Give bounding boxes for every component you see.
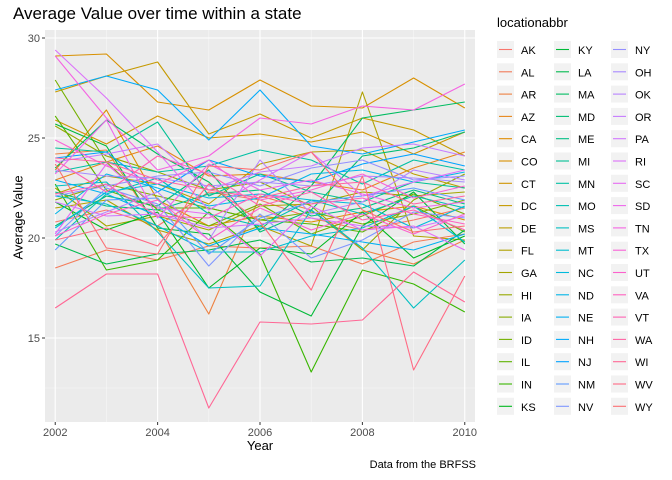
series-line-mo [54,177,465,241]
legend-title: locationabbr [497,15,568,30]
legend-label-il: IL [521,357,530,369]
series-line-ks [54,201,466,289]
x-tick-label: 2010 [453,427,477,439]
chart-title: Average Value over time within a state [13,4,302,23]
legend-label-nj: NJ [578,357,591,369]
legend-label-sd: SD [635,201,650,213]
legend-label-ok: OK [635,90,652,102]
legend-label-mo: MO [578,201,596,213]
legend-label-pa: PA [635,134,650,146]
series-line-ca [54,109,465,227]
x-tick-label: 2006 [248,427,272,439]
series-line-vt [54,155,466,231]
legend-label-ct: CT [521,179,536,191]
series-line-sd [54,119,465,219]
x-tick-label: 2008 [350,427,374,439]
series-line-ok [54,159,465,241]
x-tick-label: 2002 [43,427,67,439]
series-line-ar [55,149,466,315]
series-line-ut [54,199,466,241]
series-line-nm [54,187,465,255]
legend-label-al: AL [521,67,534,79]
y-tick-label: 20 [28,233,40,245]
legend-label-tn: TN [635,223,650,235]
series-line-ri [54,49,465,211]
series-line-oh [55,169,465,187]
legend-label-wv: WV [635,380,653,392]
series-line-co [55,53,466,111]
legend-label-nd: ND [578,290,594,302]
legend-label-ar: AR [521,90,536,102]
y-tick-label: 25 [28,133,40,145]
legend-label-wa: WA [635,335,653,347]
legend-label-id: ID [521,335,532,347]
series-line-ne [55,179,465,251]
legend-label-mn: MN [578,179,595,191]
legend-label-va: VA [635,290,650,302]
legend-label-mi: MI [578,157,590,169]
legend-label-nv: NV [578,402,594,414]
series-line-nh [55,75,465,155]
legend-label-nm: NM [578,380,595,392]
legend-label-ia: IA [521,313,532,325]
series-line-wv [55,175,466,371]
legend-label-ne: NE [578,313,593,325]
y-tick-label: 30 [28,33,40,45]
series-line-la [54,229,466,267]
series-line-tn [54,55,466,171]
legend-label-co: CO [521,157,538,169]
legend-label-ma: MA [578,90,595,102]
series-line-il [54,115,466,233]
x-tick-label: 2004 [145,427,169,439]
series-line-or [55,143,465,191]
series-line-mi [55,121,465,203]
legend-label-ms: MS [578,223,595,235]
legend-label-dc: DC [521,201,537,213]
legend-label-ny: NY [635,45,651,57]
legend-label-md: MD [578,112,595,124]
series-line-wy [54,151,465,255]
series-line-wi [54,271,466,409]
legend-label-ut: UT [635,268,650,280]
legend-label-oh: OH [635,67,652,79]
series-line-dc [55,61,466,157]
legend-label-az: AZ [521,112,535,124]
legend-label-wi: WI [635,357,648,369]
x-axis-title: Year [246,438,274,453]
series-line-va [55,183,465,225]
legend-label-ak: AK [521,45,536,57]
series-line-wa [55,157,465,205]
series-line-nv [54,187,465,267]
series-line-tx [54,139,465,201]
legend-label-hi: HI [521,290,532,302]
legend-label-ga: GA [521,268,538,280]
legend-label-ks: KS [521,402,536,414]
legend-label-ky: KY [578,45,593,57]
legend-label-wy: WY [635,402,653,414]
series-line-ma [54,101,465,231]
legend-label-nc: NC [578,268,594,280]
legend-label-me: ME [578,134,595,146]
legend-label-or: OR [635,112,652,124]
series-line-ny [55,159,465,197]
legend-label-vt: VT [635,313,649,325]
series-line-in [54,183,466,373]
legend-label-ca: CA [521,134,537,146]
legend-label-de: DE [521,223,536,235]
legend-label-tx: TX [635,246,650,258]
legend-label-fl: FL [521,246,534,258]
y-tick-label: 15 [28,333,40,345]
series-line-nj [55,151,465,193]
legend-label-ri: RI [635,157,646,169]
legend-label-in: IN [521,380,532,392]
legend-label-nh: NH [578,335,594,347]
legend-label-sc: SC [635,179,650,191]
legend-label-la: LA [578,67,592,79]
legend-label-mt: MT [578,246,594,258]
chart-caption: Data from the BRFSS [369,459,476,471]
